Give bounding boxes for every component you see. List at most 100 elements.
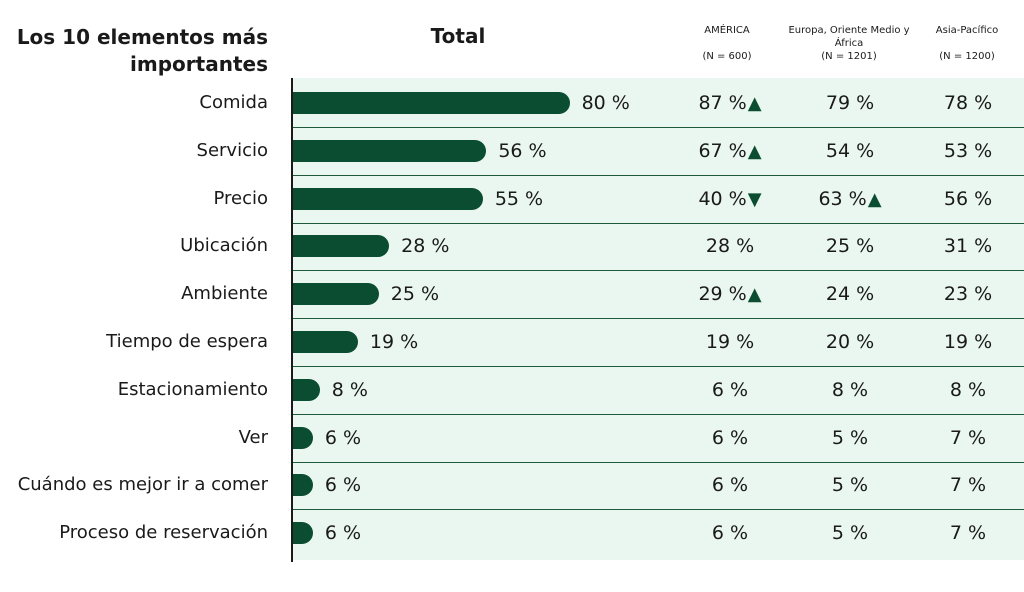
region-value-label: 25 % — [825, 235, 875, 258]
decrease-triangle-icon: ▼ — [747, 188, 762, 210]
region-value-cell: 53 % — [913, 140, 1023, 162]
region-value-cell: 5 % — [795, 427, 905, 449]
region-value-label: 56 % — [943, 187, 993, 210]
total-bar — [292, 474, 313, 497]
region-value-cell: 7 % — [913, 522, 1023, 544]
increase-triangle-icon: ▲ — [747, 140, 762, 162]
total-value-label: 19 % — [369, 331, 419, 353]
row-divider — [292, 174, 1024, 176]
increase-triangle-icon: ▲ — [747, 284, 762, 306]
region-value-label: 78 % — [943, 92, 993, 114]
increase-triangle-icon: ▲ — [747, 93, 762, 114]
total-bar — [292, 92, 570, 114]
category-label: Estacionamiento — [117, 378, 268, 400]
apac-column-header: Asia-Pacífico (N = 1200) — [902, 24, 1024, 63]
total-value-label: 56 % — [498, 139, 547, 162]
row-divider — [292, 509, 1024, 511]
total-bar — [292, 187, 483, 210]
apac-column-name: Asia-Pacífico — [935, 25, 999, 36]
region-value-label: 5 % — [831, 522, 869, 545]
region-value-cell: 54 % — [795, 140, 905, 162]
region-value-label: 40 % — [698, 187, 747, 210]
region-value-cell: 31 % — [913, 235, 1023, 257]
row-divider — [292, 126, 1024, 128]
total-bar — [292, 283, 379, 306]
region-value-cell: 6 % — [675, 522, 785, 544]
region-value-label: 6 % — [711, 474, 749, 497]
region-value-label: 67 % — [698, 139, 747, 162]
region-value-label: 19 % — [705, 331, 755, 353]
region-value-label: 7 % — [949, 522, 987, 545]
region-value-cell: 8 % — [795, 379, 905, 401]
region-value-label: 23 % — [943, 283, 993, 306]
region-value-label: 8 % — [949, 378, 987, 401]
chart-title: Los 10 elementos más importantes — [16, 25, 268, 76]
region-value-cell: 20 % — [795, 331, 905, 353]
total-bar — [292, 235, 390, 258]
category-label: Ambiente — [181, 283, 268, 305]
america-column-header: AMÉRICA (N = 600) — [662, 24, 792, 63]
region-value-cell: 6 % — [675, 427, 785, 449]
region-value-label: 24 % — [825, 283, 875, 306]
region-value-cell: 78 % — [913, 92, 1023, 114]
total-value-label: 80 % — [581, 92, 630, 114]
region-value-cell: 5 % — [795, 522, 905, 544]
region-value-label: 53 % — [943, 139, 993, 162]
region-value-cell: 6 % — [675, 379, 785, 401]
category-label: Cuándo es mejor ir a comer — [17, 474, 268, 496]
region-value-cell: 19 % — [913, 331, 1023, 353]
total-bar — [292, 426, 313, 449]
region-value-label: 5 % — [831, 474, 869, 497]
row-divider — [292, 318, 1024, 320]
region-value-cell: 79 % — [795, 92, 905, 114]
region-value-label: 5 % — [831, 426, 869, 449]
region-value-cell: 40 %▼ — [675, 188, 785, 211]
region-value-label: 7 % — [949, 474, 987, 497]
region-value-label: 6 % — [711, 378, 749, 401]
total-value-label: 8 % — [331, 378, 368, 401]
region-value-cell: 25 % — [795, 235, 905, 257]
region-value-label: 29 % — [698, 283, 747, 306]
region-value-label: 79 % — [825, 92, 875, 114]
category-label: Ubicación — [180, 235, 268, 257]
region-value-cell: 7 % — [913, 427, 1023, 449]
category-axis-line — [291, 78, 293, 562]
region-value-label: 87 % — [698, 92, 747, 114]
total-bar — [292, 331, 358, 353]
total-value-label: 28 % — [401, 235, 450, 258]
total-value-label: 6 % — [324, 426, 361, 449]
category-label: Ver — [238, 426, 268, 448]
emea-column-header: Europa, Oriente Medio y África (N = 1201… — [784, 24, 914, 63]
region-value-label: 63 % — [818, 187, 867, 210]
region-value-label: 6 % — [711, 426, 749, 449]
america-column-n: (N = 600) — [702, 51, 752, 62]
region-value-label: 31 % — [943, 235, 993, 258]
row-divider — [292, 413, 1024, 415]
region-value-label: 6 % — [711, 522, 749, 545]
region-value-cell: 56 % — [913, 188, 1023, 210]
total-value-label: 6 % — [324, 474, 361, 497]
region-value-label: 28 % — [705, 235, 755, 258]
total-column-header: Total — [430, 24, 486, 48]
region-value-cell: 19 % — [675, 331, 785, 353]
category-label: Comida — [199, 92, 268, 113]
region-value-cell: 87 %▲ — [675, 92, 785, 115]
row-divider — [292, 270, 1024, 272]
region-value-label: 8 % — [831, 378, 869, 401]
region-value-cell: 6 % — [675, 474, 785, 496]
region-value-label: 19 % — [943, 331, 993, 353]
total-bar — [292, 378, 320, 401]
category-label: Tiempo de espera — [106, 331, 268, 352]
row-divider — [292, 222, 1024, 224]
category-label: Servicio — [196, 139, 268, 161]
emea-column-name: Europa, Oriente Medio y África — [788, 25, 910, 49]
category-label: Proceso de reservación — [59, 522, 268, 544]
total-value-label: 25 % — [390, 283, 440, 306]
total-value-label: 6 % — [324, 522, 361, 545]
total-bar — [292, 522, 313, 545]
region-value-cell: 28 % — [675, 235, 785, 257]
increase-triangle-icon: ▲ — [867, 188, 882, 210]
region-value-label: 20 % — [825, 331, 875, 353]
row-divider — [292, 461, 1024, 463]
region-value-cell: 24 % — [795, 283, 905, 305]
